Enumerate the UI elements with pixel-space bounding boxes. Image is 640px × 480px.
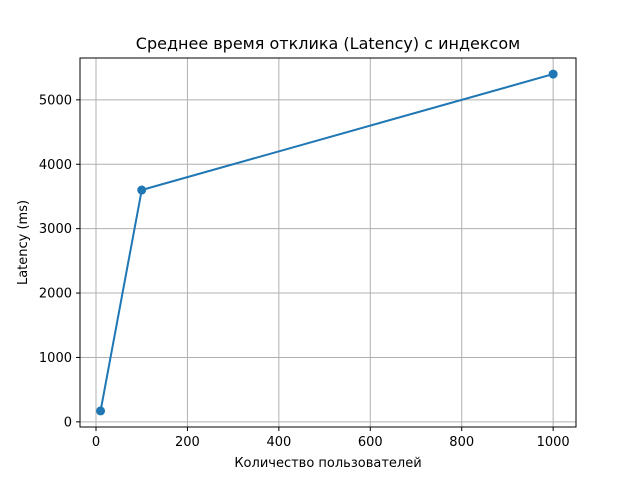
chart-title: Среднее время отклика (Latency) с индекс… [136, 34, 520, 53]
series-line [99, 73, 554, 412]
y-tick-label: 2000 [39, 287, 72, 302]
x-axis: 0 200 400 600 800 1000 [92, 427, 570, 450]
y-tick-label: 0 [64, 415, 72, 430]
y-tick-label: 5000 [39, 93, 72, 108]
x-axis-title: Количество пользователей [234, 456, 421, 471]
y-tick-label: 4000 [39, 158, 72, 173]
y-tick-label: 1000 [39, 351, 72, 366]
series-layer [96, 69, 558, 416]
y-axis: 0 1000 2000 3000 4000 5000 [39, 93, 80, 430]
plot-frame [79, 57, 577, 428]
grid [80, 58, 576, 427]
data-point [137, 185, 147, 195]
data-point [548, 69, 558, 79]
x-tick-label: 800 [449, 435, 474, 450]
y-axis-title: Latency (ms) [16, 200, 31, 285]
x-tick-label: 200 [175, 435, 200, 450]
data-point [96, 406, 106, 416]
y-tick-label: 3000 [39, 222, 72, 237]
x-tick-label: 600 [358, 435, 383, 450]
x-tick-label: 0 [92, 435, 100, 450]
x-tick-label: 1000 [537, 435, 570, 450]
x-tick-label: 400 [266, 435, 291, 450]
